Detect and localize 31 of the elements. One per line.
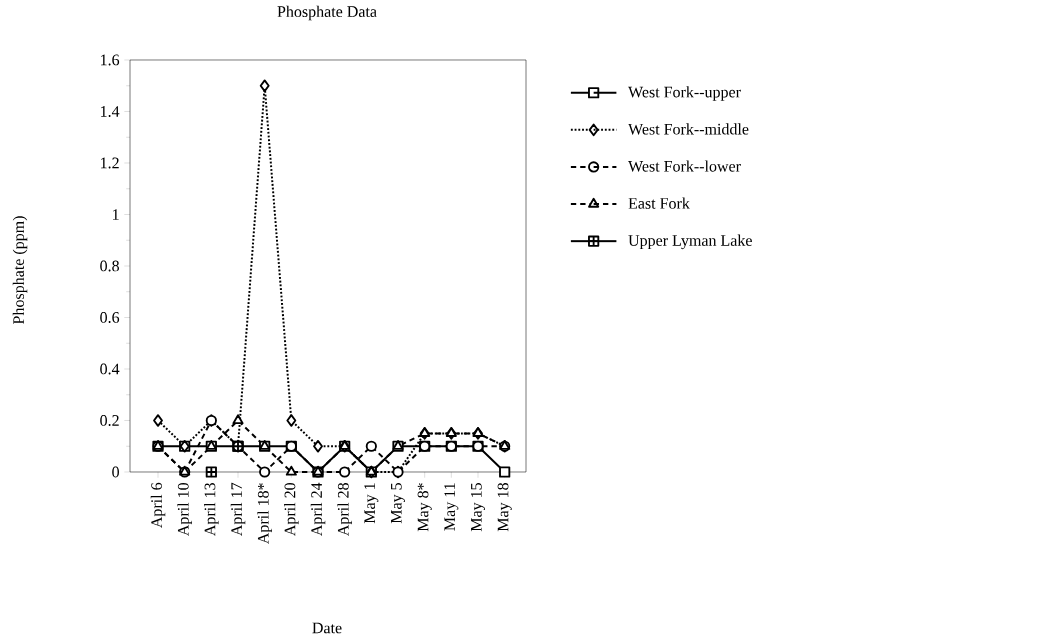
- x-tick-label: April 17: [230, 482, 246, 537]
- y-tick-label: 1.4: [101, 106, 120, 117]
- x-tick-label: May 15: [471, 483, 486, 532]
- y-tick-label: 1.2: [101, 157, 119, 169]
- y-tick-label: 0.8: [100, 260, 119, 272]
- x-tick-label: April 24: [310, 482, 326, 537]
- x-tick-label: April 6: [150, 482, 166, 529]
- y-tick-label: 0.2: [100, 415, 119, 426]
- legend-label: Upper Lyman Lake: [628, 234, 752, 250]
- x-tick-label: April 28: [337, 483, 352, 537]
- y-axis-title: Phosphate (ppm): [12, 216, 28, 324]
- y-tick-label: 0: [112, 466, 119, 478]
- legend-label: West Fork--middle: [628, 123, 749, 135]
- y-tick-label: 0.6: [100, 312, 120, 323]
- x-tick-label: May 1: [364, 483, 379, 524]
- x-tick-label: April 10: [177, 483, 192, 537]
- legend-label: West Fork--upper: [628, 86, 741, 101]
- x-tick-label: May 8*: [417, 483, 432, 532]
- x-tick-label: April 20: [284, 483, 299, 537]
- y-tick-label: 1.6: [101, 54, 120, 66]
- x-tick-label: April 18*: [257, 483, 272, 545]
- y-tick-label: 0.4: [100, 363, 120, 375]
- x-tick-label: May 11: [444, 483, 459, 531]
- x-tick-label: May 18: [497, 483, 512, 532]
- chart-title: Phosphate Data: [277, 5, 377, 21]
- y-tick-label: 1: [113, 209, 119, 220]
- x-tick-label: May 5: [391, 483, 405, 524]
- legend-label: West Fork--lower: [628, 160, 741, 172]
- legend-label: East Fork: [628, 197, 690, 209]
- x-tick-label: April 13: [204, 483, 219, 537]
- x-axis-title: Date: [312, 622, 342, 634]
